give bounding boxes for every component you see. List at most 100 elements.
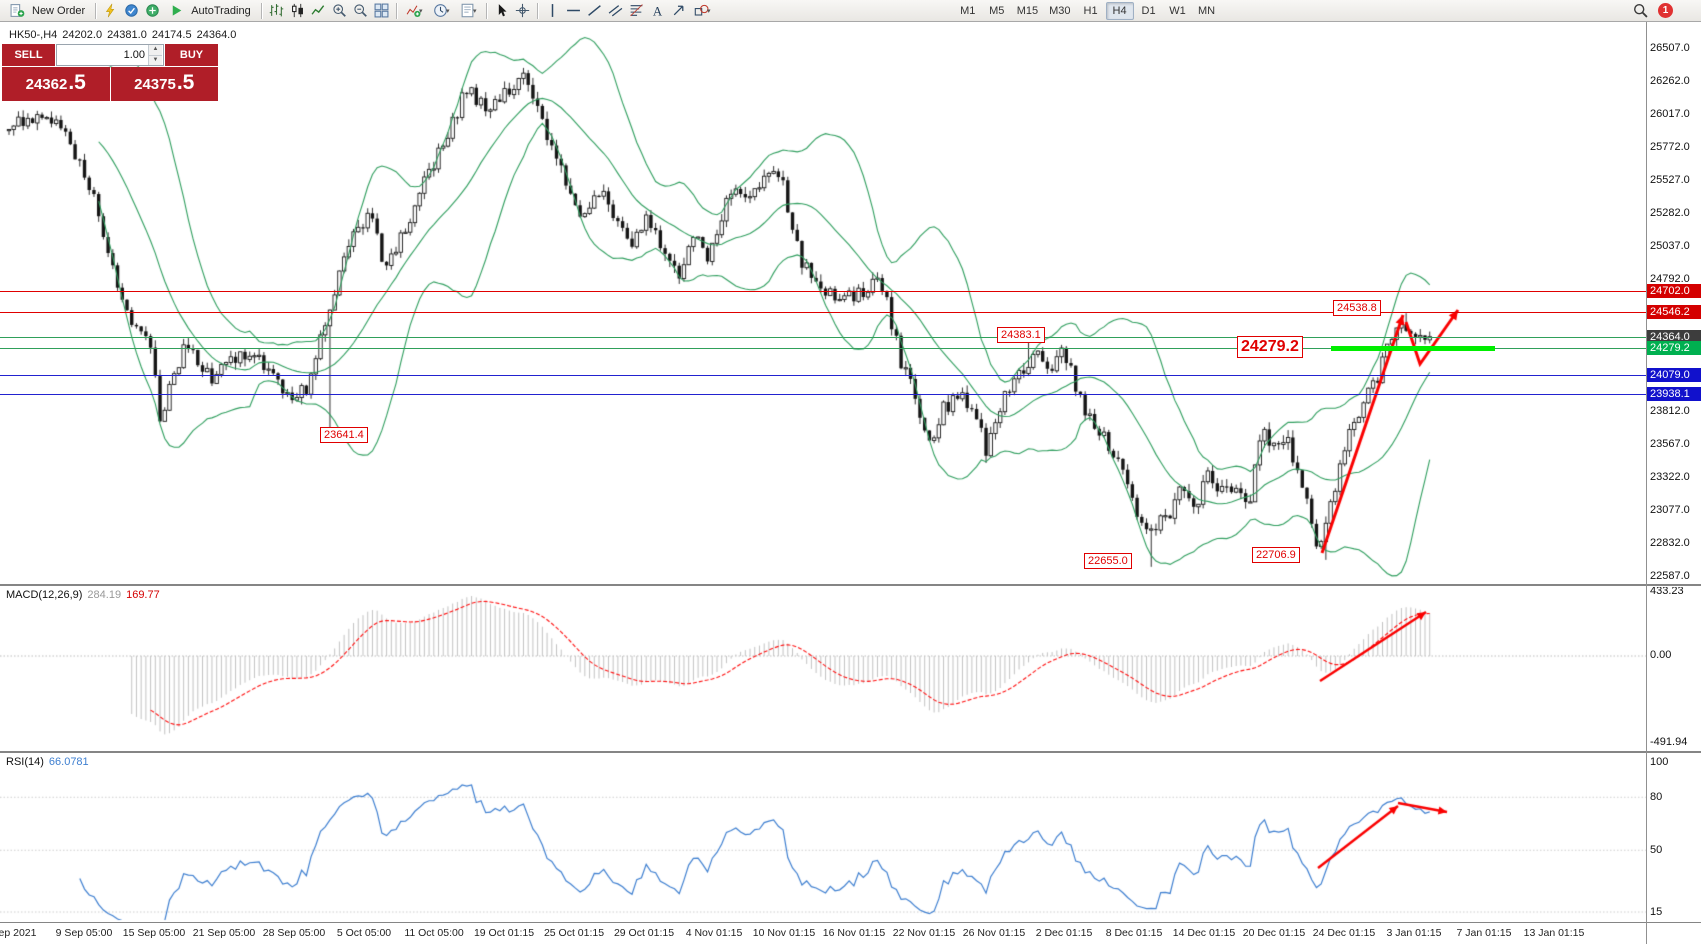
equidistant-channel-icon[interactable] [605,2,626,20]
price-label-22706.9[interactable]: 22706.9 [1252,547,1300,563]
dropdown-caret[interactable]: ▾ [706,7,711,15]
time-label: 9 Sep 05:00 [55,927,113,939]
pane-separator-macd[interactable] [0,584,1701,587]
tile-windows-icon[interactable] [371,2,392,20]
time-label: 11 Oct 05:00 [404,927,464,939]
support-highlight-segment[interactable] [1331,345,1495,351]
timeframe-button-m1[interactable]: M1 [960,4,976,17]
price-label-24538.8[interactable]: 24538.8 [1333,300,1381,316]
price-label-22655.0[interactable]: 22655.0 [1084,553,1132,569]
pane-separator-rsi[interactable] [0,751,1701,754]
periods-icon[interactable]: ▾ [428,2,455,20]
vertical-line-icon[interactable] [542,2,563,20]
horizontal-line-icon[interactable] [563,2,584,20]
price-marker-24279.2: 24279.2 [1647,341,1701,356]
timeframe-button-h4[interactable]: H4 [1105,1,1134,20]
price-marker-23938.1: 23938.1 [1647,387,1701,401]
new-order-button[interactable]: New Order [4,1,91,21]
buy-price-main: 24375 [134,75,176,93]
templates-icon[interactable]: ▾ [455,2,482,20]
crosshair-icon[interactable] [512,2,533,20]
dropdown-caret[interactable]: ▾ [445,7,450,15]
macd-scale-label: 0.00 [1650,649,1672,661]
horizontal-line-24702[interactable] [0,291,1646,293]
new-order-icon [7,2,28,20]
dropdown-caret[interactable]: ▾ [472,7,477,15]
timeframe-button-mn[interactable]: MN [1197,4,1216,17]
cursor-icon[interactable] [491,2,512,20]
macd-scale-label: 433.23 [1650,585,1684,597]
horizontal-line-24279.2[interactable] [0,348,1646,350]
chart-profile-icon[interactable] [121,2,142,20]
symbol-period-label: HK50-,H4 [9,29,58,41]
macd-main-value: 284.19 [87,589,122,601]
rsi-scale-label: 80 [1650,790,1663,803]
buy-button[interactable]: BUY [165,44,218,66]
new-order-button-label: New Order [32,4,86,17]
price-marker-24702.0: 24702.0 [1647,284,1701,299]
bar-chart-icon[interactable] [266,2,287,20]
volume-value: 1.00 [123,49,145,61]
horizontal-line-24364[interactable] [0,336,1646,338]
autotrading-button-label: AutoTrading [191,4,251,17]
time-label: 29 Oct 01:15 [613,927,675,939]
time-axis[interactable]: Sep 2021 9 Sep 05:00 15 Sep 05:00 21 Sep 05… [0,923,1646,944]
horizontal-line-24079[interactable] [0,375,1646,377]
one-click-trade-panel: SELL 1.00 ▲ ▼ BUY 24362.5 24375.5 [2,44,218,101]
volume-up-button[interactable]: ▲ [149,45,162,55]
shapes-icon[interactable]: ▾ [689,2,716,20]
price-scale[interactable]: 26507.0 26262.0 26017.0 25772.0 25527.0 25282… [1647,0,1701,944]
price-label-24279.2[interactable]: 24279.2 [1237,336,1303,358]
fibonacci-icon[interactable] [626,2,647,20]
line-chart-icon[interactable] [308,2,329,20]
horizontal-line-23938.1[interactable] [0,394,1646,395]
notification-badge[interactable]: 1 [1658,3,1673,18]
zoom-out-icon[interactable] [350,2,371,20]
time-label: 3 Jan 01:15 [1386,927,1442,939]
volume-down-button[interactable]: ▼ [149,54,162,65]
ohlc-open: 24202.0 [62,29,103,41]
sell-button[interactable]: SELL [2,44,55,66]
buy-price-frac: .5 [176,71,195,94]
expert-advisors-icon[interactable] [100,2,121,20]
buy-price-button[interactable]: 24375.5 [110,67,218,101]
text-icon[interactable]: A [647,2,668,20]
horizontal-line-24546.2[interactable] [0,312,1646,314]
time-label: 10 Nov 01:15 [752,927,816,939]
time-label: 5 Oct 05:00 [336,927,392,939]
time-label: 2 Dec 01:15 [1035,927,1093,939]
time-label: 13 Jan 01:15 [1523,927,1585,939]
price-marker-24364.0: 24364.0 [1647,329,1701,344]
rsi-indicator-label: RSI(14) 66.0781 [6,756,89,768]
timeframe-button-m5[interactable]: M5 [989,4,1005,17]
price-tick: 25037.0 [1650,239,1690,252]
candlestick-chart-icon[interactable] [287,2,308,20]
timeframe-button-m30[interactable]: M30 [1049,4,1071,17]
price-tick: 22587.0 [1650,569,1690,582]
timeframe-button-d1[interactable]: D1 [1141,4,1156,17]
search-icon[interactable] [1630,2,1651,20]
trendline-icon[interactable] [584,2,605,20]
price-tick: 22832.0 [1650,536,1690,549]
ohlc-close: 24364.0 [196,29,237,41]
price-label-23641.4[interactable]: 23641.4 [320,427,368,443]
price-label-24383.1[interactable]: 24383.1 [997,327,1045,343]
timeframe-button-w1[interactable]: W1 [1169,4,1186,17]
volume-field[interactable]: 1.00 ▲ ▼ [56,44,164,66]
autotrading-button[interactable]: AutoTrading [163,1,257,21]
dropdown-caret[interactable]: ▾ [418,7,423,15]
sell-price-button[interactable]: 24362.5 [2,67,110,101]
data-window-icon[interactable] [142,2,163,20]
arrows-tool-icon[interactable] [668,2,689,20]
indicators-icon[interactable]: ▾ [401,2,428,20]
zoom-in-icon[interactable] [329,2,350,20]
sell-price-main: 24362 [25,75,68,93]
timeframe-button-h1[interactable]: H1 [1083,4,1098,17]
rsi-scale-label: 100 [1650,755,1669,768]
timeframe-button-m15[interactable]: M15 [1016,4,1039,17]
sell-price-frac: .5 [68,71,86,94]
price-tick: 26262.0 [1650,74,1690,87]
toolbar-right-group: 1 [1630,2,1673,20]
